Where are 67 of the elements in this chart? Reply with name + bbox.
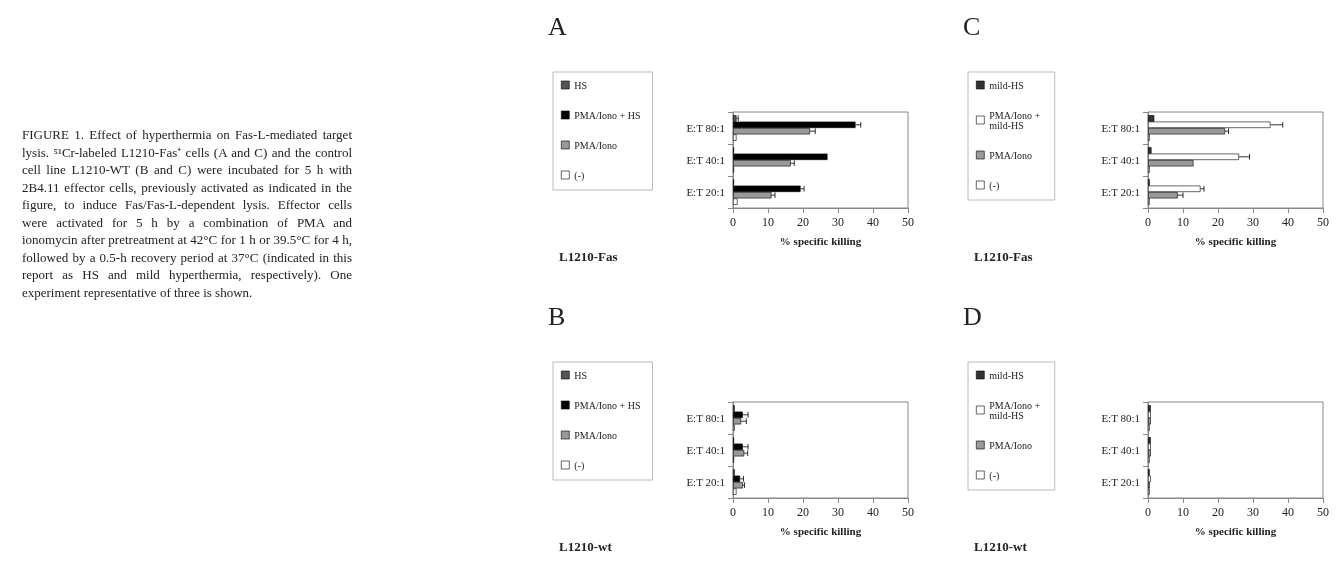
legend-label: mild-HS [989,409,1024,421]
x-tick-label: 20 [1212,215,1224,229]
x-tick-label: 0 [730,215,736,229]
y-tick-label: E:T 80:1 [686,412,725,424]
chart-title: D [963,301,982,331]
text: L1210-Fas [559,249,618,264]
y-tick-label: E:T 20:1 [686,476,725,488]
text: mild-HS [989,369,1024,381]
legend-label: PMA/Iono + HS [574,109,641,121]
text: mild-HS [989,79,1024,91]
x-tick-label: 50 [1317,215,1329,229]
legend-label: (-) [989,469,1000,482]
legend-label: HS [574,79,588,91]
x-tick-label: 40 [867,215,879,229]
x-tick-label: 10 [1177,215,1189,229]
x-tick-label: 0 [1145,215,1151,229]
y-tick-label: E:T 20:1 [686,186,725,198]
x-tick-label: 10 [762,505,774,519]
y-tick-label: E:T 20:1 [1101,186,1140,198]
text: L1210-wt [559,539,613,554]
x-tick-label: 0 [730,505,736,519]
legend-label: HS [574,369,588,381]
y-tick-label: E:T 40:1 [1101,444,1140,456]
text: L1210-Fas [974,249,1033,264]
x-tick-label: 40 [867,505,879,519]
legend-label: PMA/Iono [574,429,618,441]
legend-label: (-) [574,169,585,182]
chart-title: A [548,11,567,41]
chart-title: C [963,11,981,41]
legend-label: (-) [989,179,1000,192]
x-axis-title: % specific killing [1194,234,1277,247]
x-tick-label: 10 [1177,505,1189,519]
x-tick-label: 30 [1247,215,1259,229]
legend-label: PMA/Iono [574,139,618,151]
x-tick-label: 50 [1317,505,1329,519]
y-tick-label: E:T 20:1 [1101,476,1140,488]
y-tick-label: E:T 80:1 [1101,122,1140,134]
legend-label: PMA/Iono [989,149,1033,161]
legend-label: PMA/Iono + HS [574,399,641,411]
text: PMA/Iono + [989,109,1041,121]
x-axis-title: % specific killing [779,234,862,247]
y-tick-label: E:T 40:1 [686,444,725,456]
text: FIGURE 1. Effect of hyperthermia on Fas-L-mediated target lysis. ⁵¹Cr-labeled L1210-Fas⁺ cells (A and C) and the control cell line L1210-WT (B and C) were incubated for 5 h with 2B4.11 effector cells, previously activated as indicated in the figure, to induce Fas/Fas-L-dependent lysis. Effector cells were activated for 5 h by a combination of PMA and ionomycin after pretreatment at 42°C for 1 h or 39.5°C for 4 h, followed by a 0.5-h recovery period at 37°C (indicated in this report as HS and mild hyperthermia, respectively). One experiment representative of three is shown. [22,127,352,300]
legend-label: PMA/Iono [989,439,1033,451]
x-tick-label: 20 [1212,505,1224,519]
text: PMA/Iono + [989,399,1041,411]
x-tick-label: 10 [762,215,774,229]
x-tick-label: 50 [902,505,914,519]
y-tick-label: E:T 80:1 [686,122,725,134]
x-axis-title: % specific killing [779,524,862,537]
x-tick-label: 30 [832,215,844,229]
x-tick-label: 30 [1247,505,1259,519]
x-tick-label: 40 [1282,215,1294,229]
y-tick-label: E:T 40:1 [686,154,725,166]
x-tick-label: 20 [797,215,809,229]
y-tick-label: E:T 40:1 [1101,154,1140,166]
x-axis-title: % specific killing [1194,524,1277,537]
x-tick-label: 30 [832,505,844,519]
x-tick-label: 0 [1145,505,1151,519]
x-tick-label: 40 [1282,505,1294,519]
chart-title: B [548,301,566,331]
y-tick-label: E:T 80:1 [1101,412,1140,424]
x-tick-label: 50 [902,215,914,229]
legend-label: (-) [574,459,585,472]
legend-label: mild-HS [989,119,1024,131]
x-tick-label: 20 [797,505,809,519]
text: L1210-wt [974,539,1028,554]
